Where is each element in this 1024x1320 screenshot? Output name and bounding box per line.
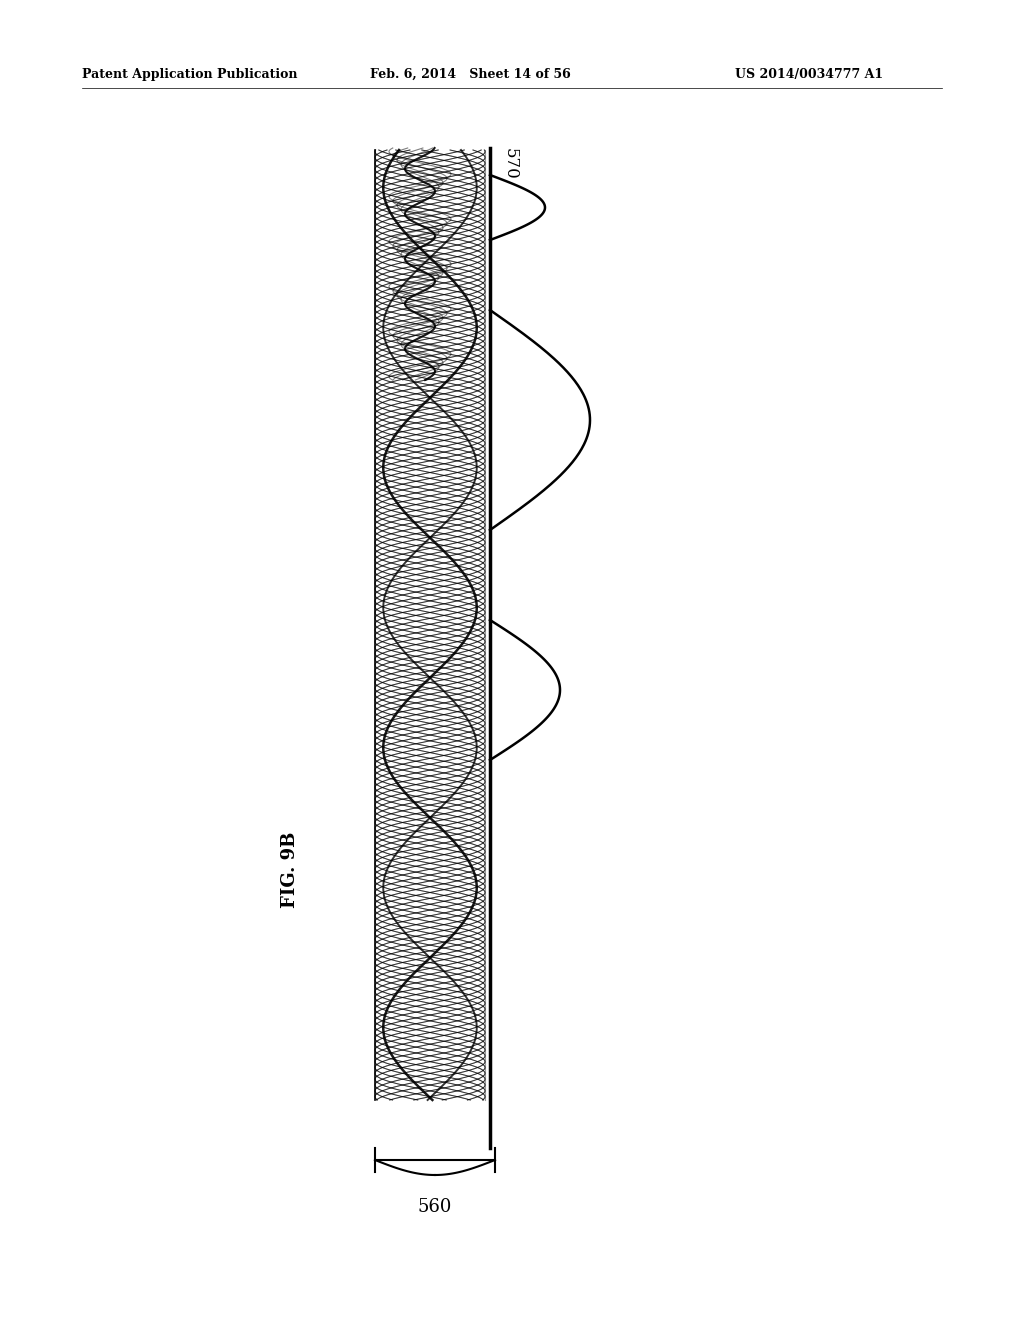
Text: Patent Application Publication: Patent Application Publication (82, 69, 298, 81)
Text: US 2014/0034777 A1: US 2014/0034777 A1 (735, 69, 883, 81)
Text: 560: 560 (418, 1199, 453, 1216)
Text: 570: 570 (502, 148, 519, 180)
Text: Feb. 6, 2014   Sheet 14 of 56: Feb. 6, 2014 Sheet 14 of 56 (370, 69, 570, 81)
Text: FIG. 9B: FIG. 9B (281, 832, 299, 908)
